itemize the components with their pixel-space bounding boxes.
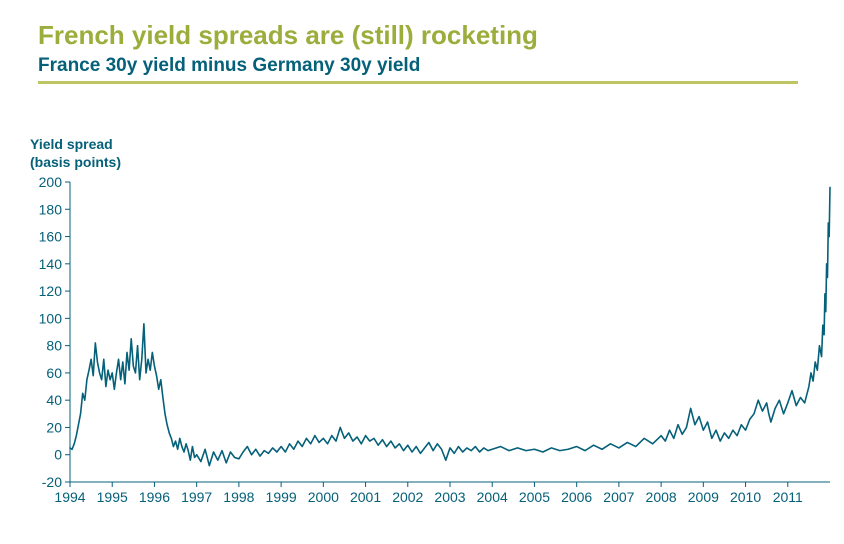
x-tick-label: 2010: [730, 489, 761, 505]
x-tick-label: 2007: [603, 489, 634, 505]
x-tick-label: 2011: [773, 489, 803, 505]
chart-container: -20 0 20 40 60 80 100 120 140 160 180 200 1994 1995 19…: [30, 176, 840, 508]
y-axis-label-line1: Yield spread: [30, 136, 113, 152]
chart-subtitle: France 30y yield minus Germany 30y yield: [38, 55, 828, 77]
x-tick-label: 1998: [223, 489, 254, 505]
y-axis-label-line2: (basis points): [30, 154, 121, 170]
x-tick-label: 2002: [392, 489, 423, 505]
y-tick-label: 100: [39, 310, 63, 326]
x-tick-label: 2004: [477, 489, 508, 505]
y-tick-label: 120: [39, 283, 63, 299]
x-tick-label: 2003: [434, 489, 465, 505]
x-tick-label: 2001: [350, 489, 381, 505]
y-tick-label: 80: [46, 338, 62, 354]
y-tick-label: 160: [39, 229, 63, 245]
y-tick-label: 200: [39, 176, 63, 190]
x-tick-label: 2008: [646, 489, 677, 505]
y-tick-label: 180: [39, 201, 63, 217]
x-tick-label: 2009: [688, 489, 719, 505]
y-tick-label: 20: [46, 419, 62, 435]
x-tick-label: 1999: [266, 489, 297, 505]
x-tick-label: 1997: [181, 489, 212, 505]
y-tick-label: 0: [54, 447, 62, 463]
x-tick-label: 2005: [519, 489, 550, 505]
y-tick-label: 140: [39, 256, 63, 272]
x-tick-label: 2006: [561, 489, 592, 505]
yield-spread-line-chart: -20 0 20 40 60 80 100 120 140 160 180 200 1994 1995 19…: [30, 176, 840, 508]
x-tick-label: 1996: [139, 489, 170, 505]
y-tick-label: -20: [42, 474, 62, 490]
chart-title: French yield spreads are (still) rocketi…: [38, 20, 828, 51]
y-tick-label: 60: [46, 365, 62, 381]
title-underline: [38, 81, 798, 84]
y-tick-label: 40: [46, 392, 62, 408]
y-axis-label: Yield spread (basis points): [30, 136, 121, 171]
x-tick-label: 1995: [97, 489, 128, 505]
page: French yield spreads are (still) rocketi…: [0, 0, 844, 544]
x-tick-label: 1994: [54, 489, 85, 505]
x-tick-label: 2000: [308, 489, 339, 505]
series-line: [70, 187, 830, 465]
